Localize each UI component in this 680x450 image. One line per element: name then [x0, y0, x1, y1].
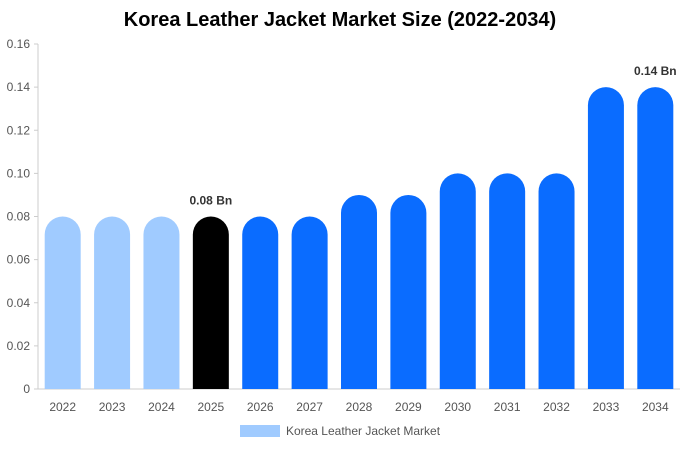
x-tick-label: 2031 [494, 400, 521, 414]
bar-2022 [44, 216, 81, 389]
bar-2025 [192, 216, 229, 389]
legend: Korea Leather Jacket Market [0, 424, 680, 438]
x-tick-label: 2034 [642, 400, 669, 414]
bar-2023 [94, 216, 131, 389]
x-tick-label: 2029 [395, 400, 422, 414]
x-tick-label: 2033 [593, 400, 620, 414]
y-tick-label: 0.06 [7, 253, 31, 267]
y-tick-label: 0.08 [7, 210, 31, 224]
y-tick-label: 0.04 [7, 296, 31, 310]
y-tick-label: 0.14 [7, 80, 31, 94]
bar-2027 [291, 216, 328, 389]
data-label: 0.08 Bn [190, 194, 233, 208]
bar-2031 [489, 173, 526, 389]
chart-title: Korea Leather Jacket Market Size (2022-2… [123, 9, 557, 31]
bar-2032 [538, 173, 575, 389]
x-tick-label: 2024 [148, 400, 175, 414]
bar-2026 [242, 216, 279, 389]
y-tick-label: 0.02 [7, 339, 31, 353]
bar-2028 [341, 194, 377, 389]
bar-2034 [637, 87, 674, 389]
x-tick-label: 2022 [49, 400, 76, 414]
x-tick-label: 2023 [99, 400, 126, 414]
legend-label: Korea Leather Jacket Market [285, 424, 441, 438]
bar-2024 [143, 216, 180, 389]
y-tick-label: 0.10 [7, 166, 31, 180]
y-tick-label: 0.12 [7, 123, 31, 137]
x-tick-label: 2026 [247, 400, 274, 414]
x-tick-label: 2028 [346, 400, 373, 414]
y-tick-label: 0 [23, 382, 30, 396]
data-label: 0.14 Bn [634, 64, 677, 78]
bar-2030 [439, 173, 476, 389]
bar-2029 [390, 194, 427, 389]
legend-swatch [239, 425, 280, 437]
x-tick-label: 2030 [444, 400, 471, 414]
y-tick-label: 0.16 [7, 37, 31, 51]
bar-2033 [587, 87, 624, 389]
x-tick-label: 2032 [543, 400, 570, 414]
x-tick-label: 2027 [296, 400, 323, 414]
x-tick-label: 2025 [197, 400, 224, 414]
